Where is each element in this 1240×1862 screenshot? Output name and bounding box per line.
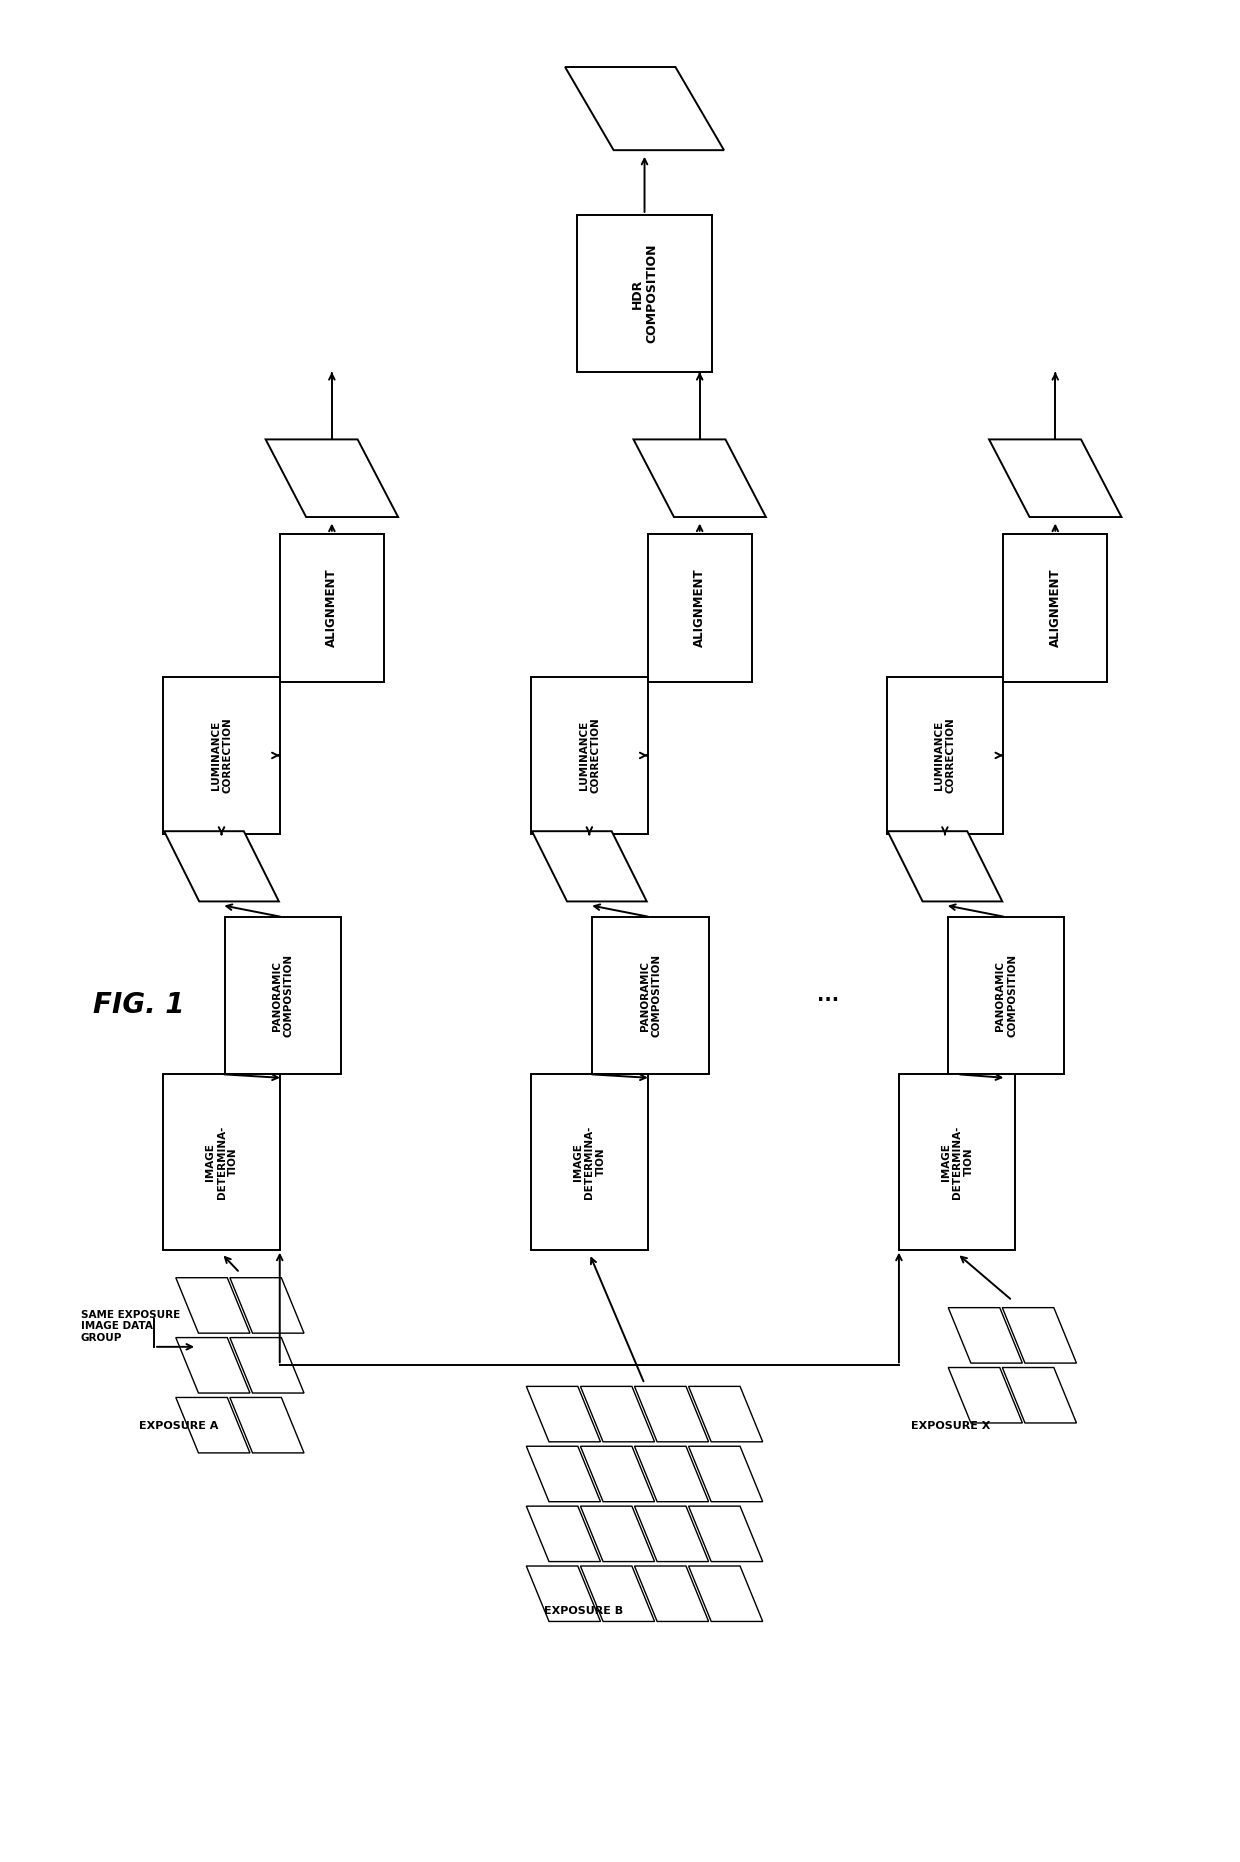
FancyBboxPatch shape — [531, 1074, 647, 1249]
FancyBboxPatch shape — [577, 214, 712, 372]
Text: ...: ... — [817, 987, 839, 1005]
Text: EXPOSURE X: EXPOSURE X — [911, 1421, 991, 1430]
Text: LUMINANCE
CORRECTION: LUMINANCE CORRECTION — [579, 717, 600, 793]
Polygon shape — [634, 439, 766, 518]
Polygon shape — [949, 1307, 1023, 1363]
Polygon shape — [176, 1398, 250, 1452]
Polygon shape — [526, 1506, 600, 1562]
Polygon shape — [229, 1277, 304, 1333]
Polygon shape — [990, 439, 1121, 518]
Polygon shape — [229, 1337, 304, 1393]
FancyBboxPatch shape — [280, 534, 384, 681]
FancyBboxPatch shape — [224, 918, 341, 1074]
Text: FIG. 1: FIG. 1 — [93, 991, 185, 1019]
FancyBboxPatch shape — [164, 678, 280, 834]
FancyBboxPatch shape — [899, 1074, 1016, 1249]
Polygon shape — [580, 1506, 655, 1562]
Text: ALIGNMENT: ALIGNMENT — [693, 568, 707, 646]
FancyBboxPatch shape — [164, 1074, 280, 1249]
Text: EXPOSURE A: EXPOSURE A — [139, 1421, 218, 1430]
Polygon shape — [688, 1566, 763, 1622]
Polygon shape — [580, 1387, 655, 1441]
Polygon shape — [949, 1367, 1023, 1423]
Polygon shape — [176, 1277, 250, 1333]
Text: IMAGE
DETERMINA-
TION: IMAGE DETERMINA- TION — [941, 1125, 973, 1199]
Polygon shape — [635, 1506, 708, 1562]
Text: PANORAMIC
COMPOSITION: PANORAMIC COMPOSITION — [272, 953, 294, 1037]
Text: IMAGE
DETERMINA-
TION: IMAGE DETERMINA- TION — [573, 1125, 606, 1199]
Polygon shape — [580, 1447, 655, 1501]
Polygon shape — [688, 1506, 763, 1562]
Polygon shape — [164, 830, 279, 901]
Text: ALIGNMENT: ALIGNMENT — [325, 568, 339, 646]
Polygon shape — [532, 830, 647, 901]
Text: LUMINANCE
CORRECTION: LUMINANCE CORRECTION — [934, 717, 956, 793]
Polygon shape — [888, 830, 1002, 901]
Text: PANORAMIC
COMPOSITION: PANORAMIC COMPOSITION — [996, 953, 1017, 1037]
FancyBboxPatch shape — [647, 534, 751, 681]
FancyBboxPatch shape — [531, 678, 647, 834]
Polygon shape — [526, 1447, 600, 1501]
Polygon shape — [580, 1566, 655, 1622]
Polygon shape — [635, 1447, 708, 1501]
FancyBboxPatch shape — [1003, 534, 1107, 681]
Polygon shape — [688, 1387, 763, 1441]
Polygon shape — [565, 67, 724, 151]
Text: LUMINANCE
CORRECTION: LUMINANCE CORRECTION — [211, 717, 232, 793]
Text: HDR
COMPOSITION: HDR COMPOSITION — [630, 244, 658, 343]
Polygon shape — [229, 1398, 304, 1452]
Polygon shape — [1002, 1307, 1076, 1363]
FancyBboxPatch shape — [887, 678, 1003, 834]
Polygon shape — [635, 1566, 708, 1622]
FancyBboxPatch shape — [593, 918, 709, 1074]
Text: EXPOSURE B: EXPOSURE B — [543, 1605, 622, 1616]
Polygon shape — [688, 1447, 763, 1501]
Polygon shape — [526, 1387, 600, 1441]
Text: PANORAMIC
COMPOSITION: PANORAMIC COMPOSITION — [640, 953, 661, 1037]
Polygon shape — [635, 1387, 708, 1441]
Text: SAME EXPOSURE
IMAGE DATA
GROUP: SAME EXPOSURE IMAGE DATA GROUP — [81, 1309, 180, 1343]
Polygon shape — [1002, 1367, 1076, 1423]
Text: IMAGE
DETERMINA-
TION: IMAGE DETERMINA- TION — [205, 1125, 238, 1199]
Polygon shape — [265, 439, 398, 518]
Polygon shape — [176, 1337, 250, 1393]
Polygon shape — [526, 1566, 600, 1622]
Text: ALIGNMENT: ALIGNMENT — [1049, 568, 1061, 646]
FancyBboxPatch shape — [949, 918, 1064, 1074]
